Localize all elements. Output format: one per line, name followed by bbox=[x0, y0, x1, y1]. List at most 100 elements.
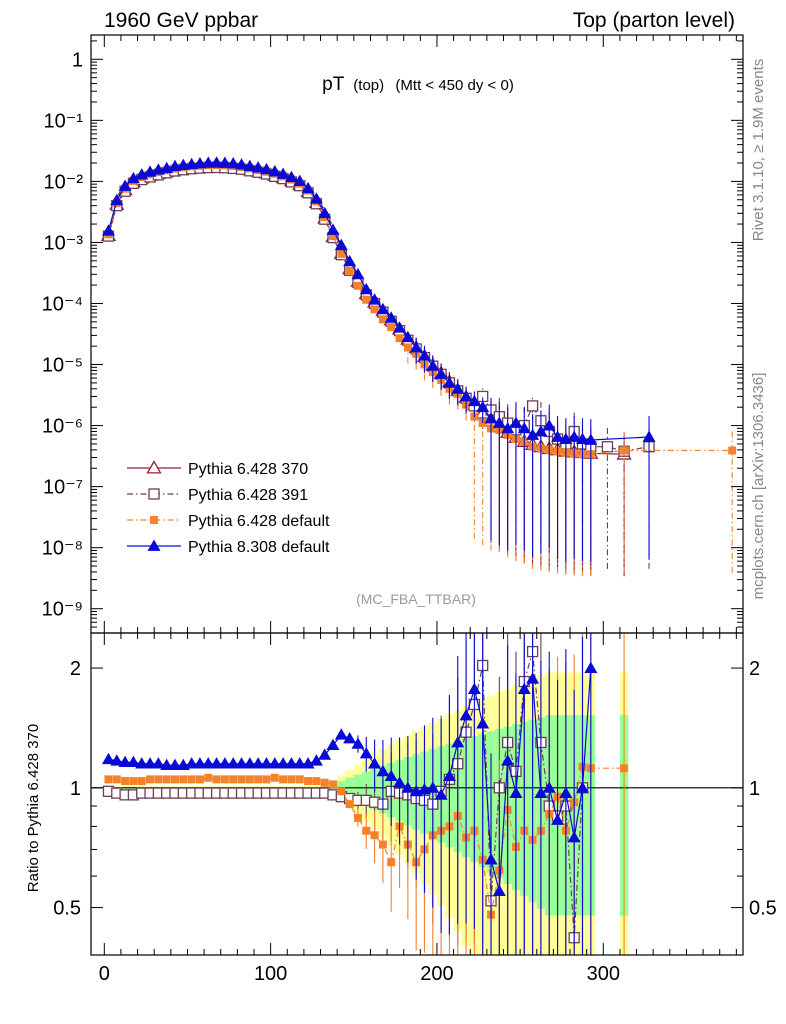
data-point bbox=[210, 156, 224, 168]
y-tick-label: 10⁻³ bbox=[44, 232, 84, 254]
data-point bbox=[476, 400, 490, 413]
data-point bbox=[284, 170, 298, 183]
data-point bbox=[329, 232, 338, 241]
ratio-point bbox=[459, 708, 473, 721]
legend-marker bbox=[148, 488, 160, 500]
legend: Pythia 6.428 370 Pythia 6.428 391 Pythia 6… bbox=[127, 460, 330, 556]
data-point bbox=[501, 421, 515, 434]
x-tick-label: 0 bbox=[99, 963, 110, 985]
ratio-point bbox=[279, 775, 288, 784]
ratio-point bbox=[201, 757, 215, 769]
x-tick-label: 300 bbox=[587, 963, 620, 985]
header-left: 1960 GeV ppbar bbox=[104, 9, 258, 32]
ratio-ylabel: Ratio to Pythia 6.428 370 bbox=[25, 724, 42, 892]
ratio-point bbox=[387, 858, 396, 867]
ratio-point bbox=[426, 781, 440, 793]
data-point bbox=[362, 295, 371, 304]
y-tick-label: 10⁻⁹ bbox=[42, 599, 83, 621]
ratio-point bbox=[401, 781, 415, 793]
ratio-x-ticks: 0 100 200 300 bbox=[99, 633, 737, 985]
data-point bbox=[484, 412, 498, 424]
ratio-point bbox=[187, 775, 196, 784]
data-point bbox=[387, 323, 396, 332]
data-point bbox=[218, 156, 232, 168]
ratio-point bbox=[509, 786, 523, 798]
plot-title-cond: (Mtt < 450 dy < 0) bbox=[395, 77, 513, 94]
ratio-point bbox=[320, 778, 329, 787]
ratio-y-label-right: 1 bbox=[749, 778, 760, 800]
data-point bbox=[259, 162, 273, 175]
legend-label: Pythia 6.428 370 bbox=[188, 461, 308, 478]
legend-marker bbox=[146, 460, 162, 474]
ratio-point bbox=[121, 777, 130, 786]
ratio-point bbox=[329, 780, 338, 789]
ratio-y-label-left: 1 bbox=[70, 778, 81, 800]
y-tick-label: 10⁻⁶ bbox=[42, 416, 83, 438]
data-point bbox=[401, 330, 415, 343]
data-point bbox=[268, 165, 282, 177]
data-point bbox=[378, 315, 387, 324]
data-point bbox=[409, 341, 423, 353]
data-point bbox=[526, 428, 540, 440]
ratio-point bbox=[287, 775, 296, 784]
y-tick-label: 10⁻² bbox=[44, 171, 84, 193]
data-point bbox=[584, 433, 598, 445]
data-point bbox=[492, 416, 506, 428]
ratio-point bbox=[534, 786, 548, 798]
data-point bbox=[376, 302, 390, 315]
ratio-point bbox=[295, 775, 304, 784]
ratio-point bbox=[620, 764, 629, 773]
legend-label: Pythia 6.428 default bbox=[188, 513, 330, 530]
ratio-point bbox=[337, 787, 346, 796]
ratio-point bbox=[451, 735, 465, 748]
ratio-point bbox=[376, 764, 390, 777]
ratio-point bbox=[110, 754, 124, 766]
ratio-point bbox=[575, 781, 589, 793]
ratio-point bbox=[212, 775, 221, 784]
y-tick-label: 10⁻⁸ bbox=[42, 538, 83, 560]
data-point bbox=[542, 419, 556, 431]
data-point bbox=[368, 293, 382, 305]
data-point bbox=[728, 446, 737, 455]
data-point bbox=[337, 249, 346, 258]
y-tick-label: 10⁻¹ bbox=[44, 110, 84, 132]
ratio-point bbox=[343, 732, 357, 744]
data-point bbox=[343, 254, 357, 267]
data-point bbox=[359, 282, 373, 295]
legend-item-pythia-6-428-391: Pythia 6.428 391 bbox=[127, 487, 308, 504]
y-tick-label: 1 bbox=[72, 49, 83, 71]
ratio-point bbox=[304, 777, 313, 786]
data-point bbox=[101, 224, 115, 236]
ratio-point bbox=[501, 754, 515, 766]
data-point bbox=[118, 179, 132, 191]
ratio-point bbox=[353, 813, 362, 822]
ratio-point bbox=[195, 775, 204, 784]
ratio-point bbox=[276, 757, 290, 769]
ratio-point bbox=[126, 755, 140, 768]
series-pythia-6-428-391 bbox=[102, 161, 655, 574]
ratio-point bbox=[135, 757, 149, 769]
ratio-point bbox=[168, 758, 182, 771]
ratio-point bbox=[368, 757, 382, 769]
ratio-point bbox=[393, 776, 407, 788]
y-tick-label: 10⁻⁵ bbox=[42, 355, 83, 377]
ratio-point bbox=[193, 757, 207, 769]
data-point bbox=[417, 349, 431, 361]
data-point bbox=[426, 359, 440, 371]
ratio-point bbox=[162, 775, 171, 784]
data-point bbox=[276, 167, 290, 179]
ratio-point bbox=[243, 757, 257, 769]
data-point bbox=[620, 446, 629, 455]
data-point bbox=[534, 424, 548, 437]
ratio-point bbox=[476, 717, 490, 729]
main-y-ticks: 1 10⁻¹ 10⁻² 10⁻³ 10⁻⁴ 10⁻⁵ 10⁻⁶ 10⁻⁷ 10⁻⁸ 10⁻⁹ bbox=[42, 40, 743, 634]
data-point bbox=[334, 238, 348, 251]
ratio-point bbox=[301, 757, 315, 769]
ratio-point bbox=[467, 682, 481, 695]
data-point bbox=[567, 430, 581, 442]
ratio-point bbox=[551, 813, 565, 825]
ratio-point bbox=[370, 831, 379, 840]
ratio-point bbox=[154, 775, 163, 784]
ratio-panel: 0.5 0.5 1 1 2 2 0 100 200 300 bbox=[53, 632, 777, 985]
